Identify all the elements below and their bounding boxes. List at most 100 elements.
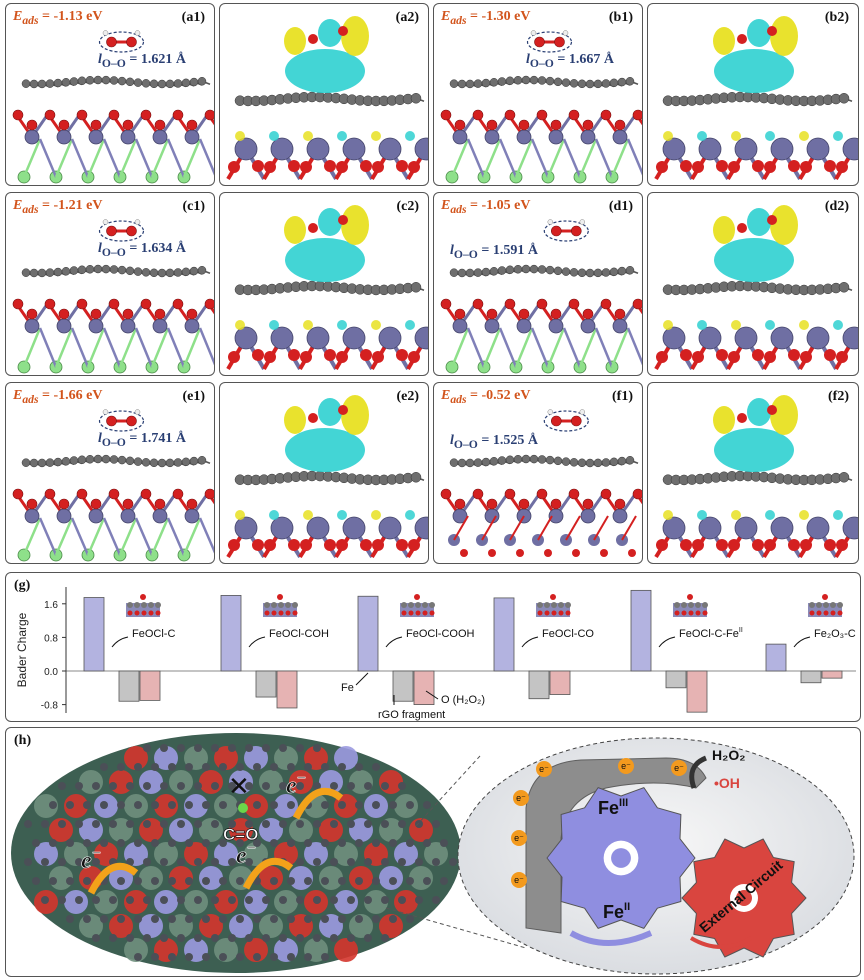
panel-a1: (a1) Eads = -1.13 eV lO–O = 1.621 Å [5, 3, 215, 186]
carbon-atom [270, 953, 278, 961]
eads-value: = -0.52 eV [470, 388, 531, 403]
carbon-atom [126, 858, 134, 866]
carbon-atom [58, 858, 66, 866]
panel-h-label: (h) [14, 733, 32, 748]
carbon-atom [83, 877, 91, 885]
carbon-atom [253, 839, 261, 847]
carbon-atom [330, 896, 338, 904]
carbon-atom [219, 801, 227, 809]
electron-superscript: − [247, 840, 257, 857]
bar-fe [220, 594, 242, 672]
carbon-atom [253, 953, 261, 961]
lattice-atom [34, 842, 58, 866]
loo-value: = 1.621 Å [129, 52, 186, 67]
mini-atom [558, 610, 564, 616]
carbon-atom [49, 839, 57, 847]
oh-radical-label: •OH [714, 775, 740, 791]
carbon-atom [279, 782, 287, 790]
carbon-atom [372, 763, 380, 771]
eads-subscript: ads [450, 202, 467, 216]
panel-c2: (c2) [219, 192, 429, 376]
panel-b2: (b2) [647, 3, 859, 186]
carbon-atom [338, 915, 346, 923]
lattice-atom [109, 770, 133, 794]
carbon-atom [92, 934, 100, 942]
carbon-atom [355, 763, 363, 771]
carbon-atom [92, 896, 100, 904]
carbon-atom [321, 763, 329, 771]
carbon-atom [168, 763, 176, 771]
mini-adsorbate [414, 594, 420, 600]
lattice-atom [79, 818, 103, 842]
carbon-atom [347, 820, 355, 828]
carbon-atom [347, 858, 355, 866]
carbon-atom [109, 896, 117, 904]
zoom-connector [385, 907, 527, 949]
panel-f1: (f1) Eads = -0.52 eV lO–O = 1.525 Å [433, 382, 643, 564]
adsorption-energy: Eads = -0.52 eV [441, 388, 531, 406]
mini-atom [422, 610, 428, 616]
mini-atom [688, 602, 694, 608]
carbon-atom [143, 820, 151, 828]
mini-atom [278, 610, 284, 616]
carbon-atom [296, 782, 304, 790]
carbon-atom [245, 782, 253, 790]
structure-render-e1 [12, 409, 214, 562]
lattice-atom [34, 794, 58, 818]
carbon-atom [211, 934, 219, 942]
carbon-atom [194, 896, 202, 904]
loo-symbol: l [450, 433, 454, 448]
carbon-atom [194, 744, 202, 752]
carbon-atom [415, 820, 423, 828]
mini-atom [141, 602, 147, 608]
carbon-atom [41, 820, 49, 828]
category-arrow [248, 636, 266, 648]
carbon-atom [287, 953, 295, 961]
adsorption-energy: Eads = -1.13 eV [13, 9, 103, 27]
carbon-atom [92, 820, 100, 828]
carbon-atom [228, 744, 236, 752]
loo-symbol: l [526, 52, 530, 67]
carbon-atom [151, 915, 159, 923]
mini-atom [408, 610, 414, 616]
carbon-atom [143, 744, 151, 752]
carbon-atom [253, 763, 261, 771]
carbon-atom [236, 877, 244, 885]
carbon-atom [202, 801, 210, 809]
carbon-atom [151, 877, 159, 885]
electron-path [242, 857, 294, 890]
carbon-atom [338, 839, 346, 847]
mini-atom [702, 610, 708, 616]
panel-label: (b2) [824, 10, 849, 25]
eads-value: = -1.13 eV [42, 9, 103, 24]
carbon-atom [168, 801, 176, 809]
carbon-atom [228, 934, 236, 942]
eads-value: = -1.30 eV [470, 9, 531, 24]
lattice-atom [79, 770, 103, 794]
carbon-atom [381, 896, 389, 904]
structure-render-b2 [654, 16, 858, 181]
annotation-rgo: rGO fragment [378, 709, 445, 721]
mini-atom [823, 610, 829, 616]
carbon-atom [262, 896, 270, 904]
carbon-atom [304, 839, 312, 847]
category-arrow [111, 636, 129, 648]
mini-atom [271, 602, 277, 608]
carbon-atom [270, 915, 278, 923]
bar-oho [413, 670, 435, 705]
carbon-atom [151, 839, 159, 847]
mini-atom [558, 602, 564, 608]
electron-ball-label: e⁻ [621, 761, 631, 771]
category-arrow [658, 636, 676, 648]
carbon-atom [117, 915, 125, 923]
structure-render-a1 [12, 30, 214, 184]
carbon-atom [406, 877, 414, 885]
bar-rgofragment [255, 670, 277, 698]
carbon-atom [168, 953, 176, 961]
loo-symbol: l [98, 52, 102, 67]
mini-atom [148, 610, 154, 616]
eads-subscript: ads [22, 202, 39, 216]
carbon-atom [168, 839, 176, 847]
electron-ball-label: e⁻ [516, 793, 526, 803]
